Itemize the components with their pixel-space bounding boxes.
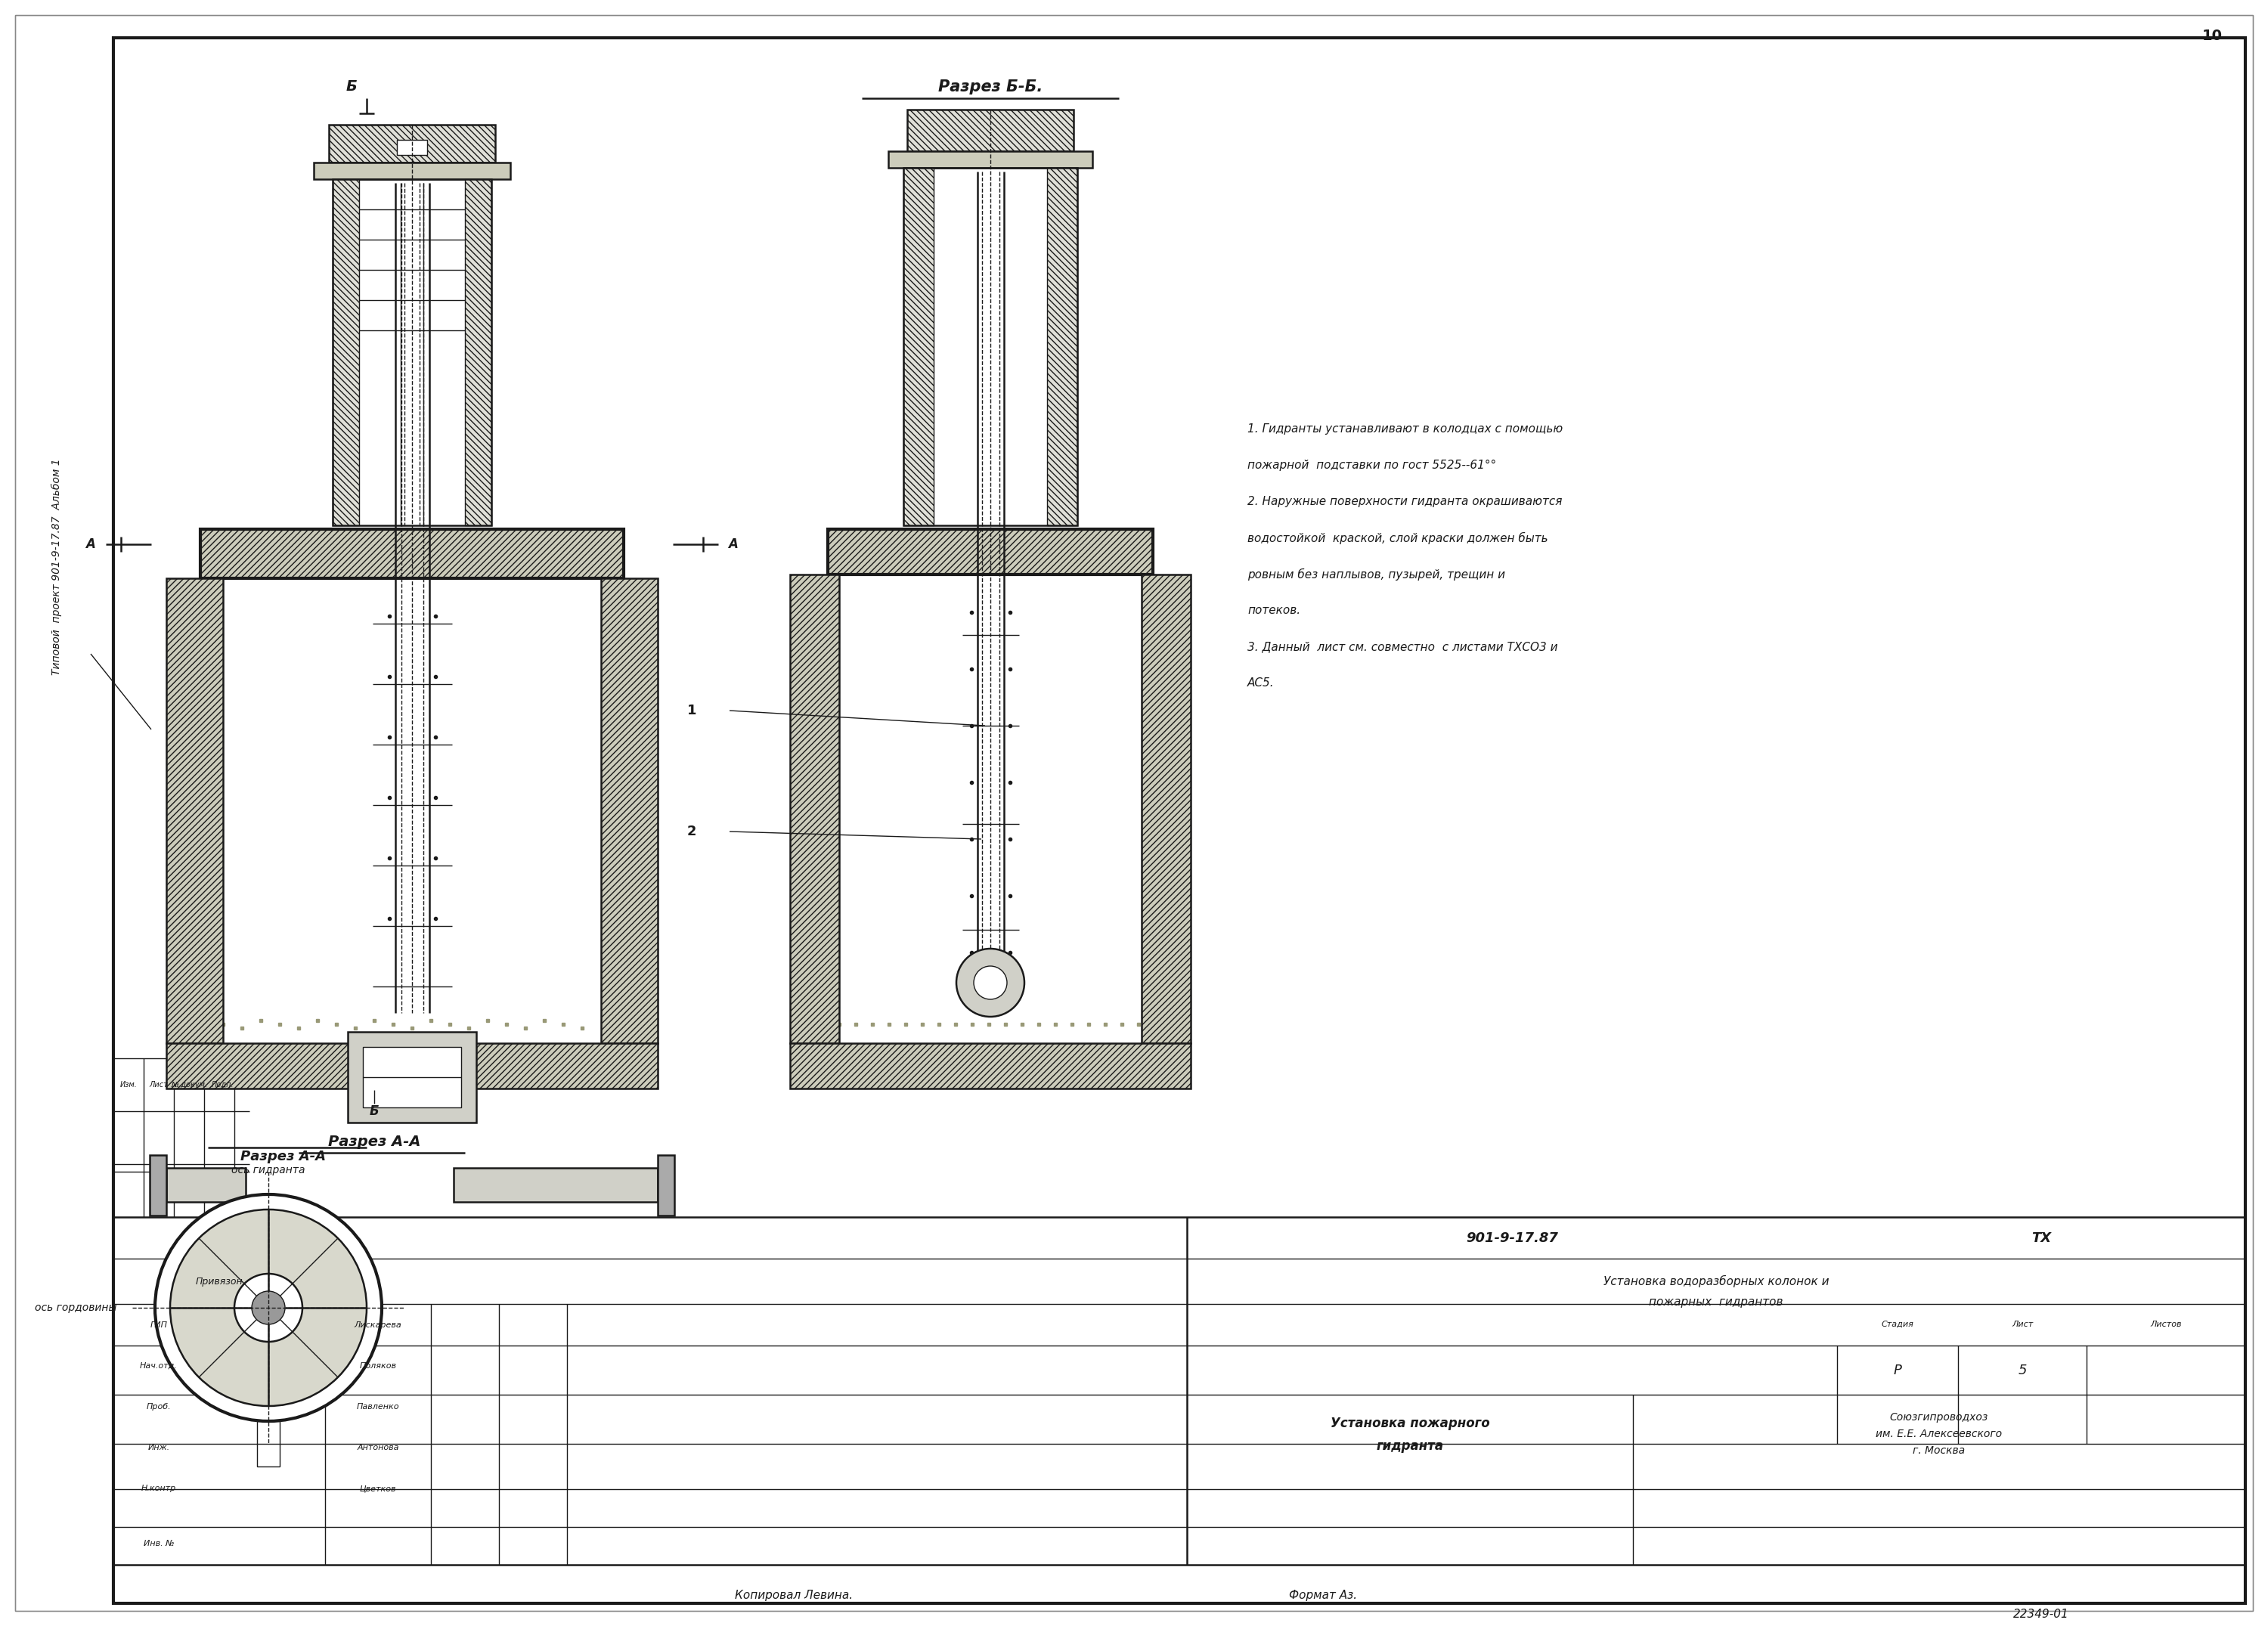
Bar [658,1154,674,1216]
Text: Б: Б [347,80,356,94]
Text: Установка пожарного: Установка пожарного [1331,1416,1490,1431]
Text: 5: 5 [2019,1364,2028,1377]
Bar [789,1044,1191,1088]
Text: гидранта: гидранта [1377,1439,1445,1454]
Text: Стадия: Стадия [1882,1320,1914,1328]
Text: водостойкой  краской, слой краски должен быть: водостойкой краской, слой краски должен … [1247,532,1549,545]
Text: Р: Р [1894,1364,1901,1377]
Text: Нач.отд.: Нач.отд. [141,1363,177,1369]
Text: Лист: Лист [150,1081,168,1088]
Bar [454,1167,658,1202]
Bar [166,1167,245,1202]
Bar [903,167,1077,525]
Text: Цветков: Цветков [361,1485,397,1493]
Text: 3. Данный  лист см. совместно  с листами ТХСО3 и: 3. Данный лист см. совместно с листами Т… [1247,641,1558,652]
Bar [329,125,494,163]
Text: Подп.: Подп. [211,1081,234,1088]
Bar [903,167,934,525]
Text: А: А [728,538,737,551]
Text: АС5.: АС5. [1247,678,1275,689]
Text: Листов: Листов [2150,1320,2182,1328]
Bar [166,1044,658,1088]
Bar [347,1033,476,1122]
Circle shape [154,1195,381,1421]
Text: ось гордовины: ось гордовины [36,1302,118,1314]
Text: Поляков: Поляков [358,1363,397,1369]
Bar [889,151,1093,167]
Text: Разрез А-А: Разрез А-А [329,1135,420,1148]
Bar [333,179,358,525]
Bar [256,1421,279,1467]
Text: ТХ: ТХ [2032,1231,2050,1246]
Text: 901-9-17.87: 901-9-17.87 [1465,1231,1558,1246]
Text: Установка водоразборных колонок и: Установка водоразборных колонок и [1603,1275,1828,1288]
Bar [363,1047,460,1107]
Text: Разрез А-А: Разрез А-А [240,1150,327,1163]
Text: Б: Б [370,1104,379,1119]
Circle shape [252,1291,286,1325]
Text: Типовой  проект 901-9-17.87  Альбом 1: Типовой проект 901-9-17.87 Альбом 1 [52,459,61,675]
Text: Привязон: Привязон [195,1276,243,1286]
Bar [397,140,426,154]
Bar [313,163,510,179]
Text: ГИП: ГИП [150,1322,168,1328]
Text: пожарных  гидрантов: пожарных гидрантов [1649,1298,1783,1309]
Text: г. Москва: г. Москва [1912,1446,1966,1455]
Text: Инв. №: Инв. № [143,1540,175,1548]
Text: потеков.: потеков. [1247,605,1300,616]
Text: Лист: Лист [2012,1320,2032,1328]
Circle shape [973,966,1007,1000]
Bar [465,179,492,525]
Text: Лискарева: Лискарева [354,1322,401,1328]
Bar [907,109,1073,151]
Text: пожарной  подставки по гост 5525--61°°: пожарной подставки по гост 5525--61°° [1247,460,1497,472]
Text: Проб.: Проб. [147,1403,170,1411]
Circle shape [234,1273,302,1341]
Bar [1141,574,1191,1044]
Bar [113,1216,2245,1564]
Text: ровным без наплывов, пузырей, трещин и: ровным без наплывов, пузырей, трещин и [1247,569,1506,580]
Bar [601,579,658,1044]
Bar [333,179,492,525]
Text: ось гидранта: ось гидранта [231,1164,306,1176]
Text: Союзгипроводхоз: Союзгипроводхоз [1889,1411,1989,1423]
Text: Павленко: Павленко [356,1403,399,1411]
Bar [1048,167,1077,525]
Bar [789,574,839,1044]
Text: 2. Наружные поверхности гидранта окрашиваются: 2. Наружные поверхности гидранта окрашив… [1247,496,1563,507]
Text: 22349-01: 22349-01 [2014,1608,2068,1619]
Bar [166,579,222,1044]
Text: Разрез Б-Б.: Разрез Б-Б. [939,80,1043,94]
Text: Изм.: Изм. [120,1081,136,1088]
Text: Копировал Левина.: Копировал Левина. [735,1589,853,1600]
Circle shape [170,1210,367,1406]
Text: А: А [86,538,95,551]
Text: № докум.: № докум. [170,1081,206,1088]
Text: Н.контр: Н.контр [141,1485,177,1493]
Circle shape [957,948,1025,1016]
Bar [150,1154,166,1216]
Bar [200,528,624,579]
Text: им. Е.Е. Алексеевского: им. Е.Е. Алексеевского [1876,1429,2003,1439]
Text: 2: 2 [687,824,696,839]
Text: 1. Гидранты устанавливают в колодцах с помощью: 1. Гидранты устанавливают в колодцах с п… [1247,423,1563,434]
Bar [828,528,1152,574]
Text: Инж.: Инж. [147,1444,170,1452]
Text: 10: 10 [2202,29,2223,42]
Text: 1: 1 [687,704,696,717]
Text: Антонова: Антонова [356,1444,399,1452]
Text: Формат Аз.: Формат Аз. [1288,1589,1356,1600]
